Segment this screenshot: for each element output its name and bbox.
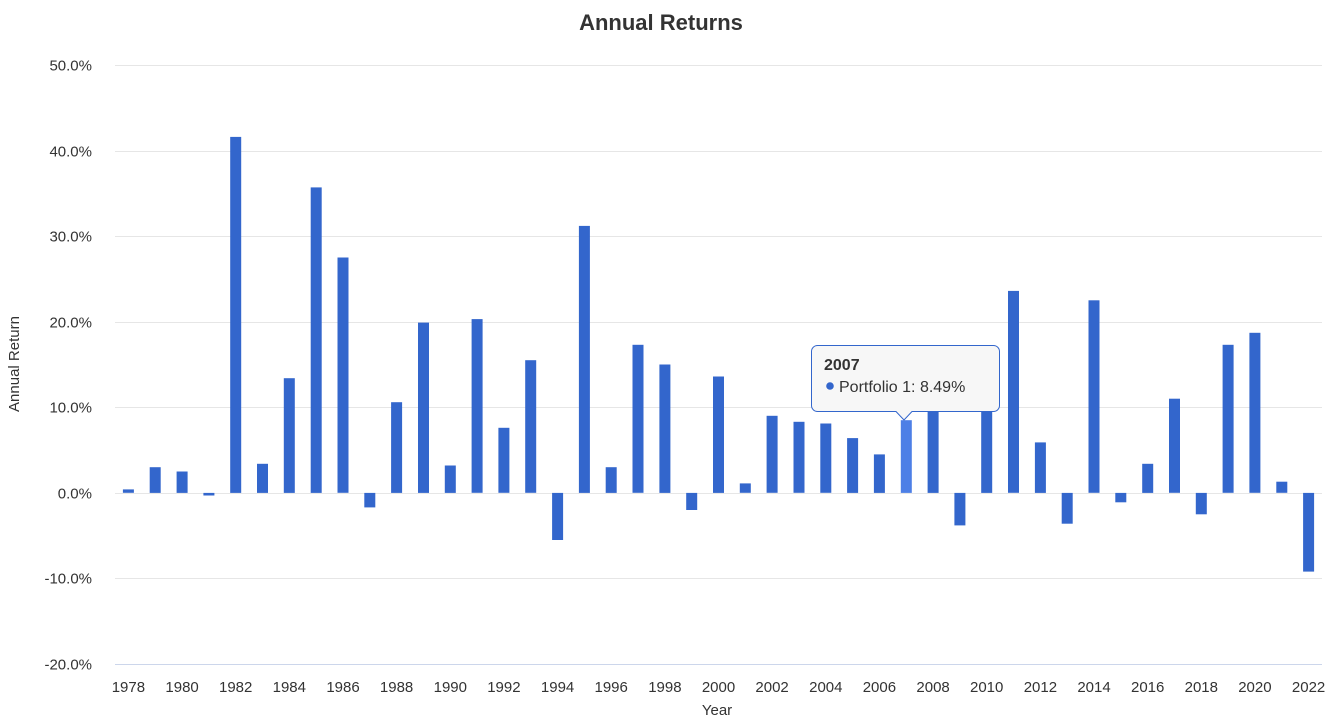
x-tick-label: 1998 [648,679,681,696]
bars [122,136,1315,572]
y-tick-label: 30.0% [49,229,92,246]
bar-1990[interactable] [444,465,456,493]
x-tick-label: 2014 [1077,679,1110,696]
bar-2013[interactable] [1061,492,1073,524]
bar-2005[interactable] [847,438,859,493]
y-axis-ticks: -20.0% -10.0% 0.0% 10.0% 20.0% 30.0% 40.0% 50.0… [44,58,92,674]
tooltip: 2007 Portfolio 1: 8.49% [811,345,1000,421]
bar-2007[interactable] [900,420,912,493]
bar-2011[interactable] [1008,290,1019,493]
bar-2001[interactable] [739,483,751,493]
bar-2020[interactable] [1249,332,1261,493]
tooltip-separator: : [911,379,920,396]
y-tick-label: -10.0% [44,571,92,588]
bar-2015[interactable] [1115,492,1127,503]
bar-2021[interactable] [1276,481,1288,493]
bar-1985[interactable] [310,187,322,493]
bar-1982[interactable] [230,136,242,493]
bar-1980[interactable] [176,471,188,493]
bar-1983[interactable] [257,463,268,493]
bar-1992[interactable] [498,427,510,493]
bar-1988[interactable] [391,402,403,493]
tooltip-series-name: Portfolio 1 [839,379,911,396]
bar-2000[interactable] [713,376,724,493]
tooltip-value-label: 8.49% [920,379,965,396]
bar-1989[interactable] [418,322,429,493]
x-tick-label: 2022 [1292,679,1325,696]
bar-2008[interactable] [927,403,939,493]
bar-1979[interactable] [149,467,161,493]
tooltip-value: Portfolio 1: 8.49% [839,379,965,396]
bar-2019[interactable] [1222,344,1234,493]
tooltip-series-dot [826,382,834,390]
x-tick-label: 2010 [970,679,1003,696]
x-tick-label: 1982 [219,679,252,696]
x-tick-label: 2004 [809,679,842,696]
bar-1984[interactable] [283,378,295,493]
gridlines [115,65,1322,579]
bar-2022[interactable] [1303,492,1315,572]
tooltip-box [811,345,1000,421]
bar-2009[interactable] [954,492,966,526]
bar-1986[interactable] [337,257,349,493]
y-tick-label: 40.0% [49,144,92,161]
bar-1993[interactable] [525,360,537,493]
bar-1987[interactable] [364,492,376,508]
bar-2012[interactable] [1034,442,1046,493]
bar-2017[interactable] [1169,398,1180,493]
bar-2016[interactable] [1142,463,1154,493]
x-tick-label: 1992 [487,679,520,696]
x-tick-label: 1988 [380,679,413,696]
x-tick-label: 1990 [434,679,467,696]
bar-1997[interactable] [632,344,644,493]
bar-2003[interactable] [793,421,805,493]
bar-1999[interactable] [686,492,698,510]
bar-2014[interactable] [1088,300,1100,493]
x-tick-label: 1996 [595,679,628,696]
y-tick-label: 50.0% [49,58,92,75]
x-tick-label: 2002 [755,679,788,696]
x-axis-ticks: 1978 1980 1982 1984 1986 1988 1990 1992 1994 1996… [112,679,1326,696]
x-tick-label: 2008 [916,679,949,696]
x-tick-label: 1980 [165,679,198,696]
bar-2006[interactable] [873,454,885,493]
bar-2004[interactable] [820,423,832,493]
x-tick-label: 1978 [112,679,145,696]
bar-1995[interactable] [578,225,590,493]
y-tick-label: 20.0% [49,315,92,332]
tooltip-year: 2007 [824,357,860,374]
bar-2002[interactable] [766,415,778,493]
x-tick-label: 2020 [1238,679,1271,696]
y-tick-label: 0.0% [58,486,92,503]
x-tick-label: 2006 [863,679,896,696]
x-tick-label: 1984 [273,679,306,696]
bar-2018[interactable] [1195,492,1207,515]
chart-title: Annual Returns [579,10,743,35]
bar-1994[interactable] [552,492,564,540]
y-tick-label: -20.0% [44,657,92,674]
bar-1978[interactable] [122,489,134,493]
y-axis-title: Annual Return [6,316,23,412]
bar-1996[interactable] [605,467,617,493]
x-tick-label: 2018 [1185,679,1218,696]
x-tick-label: 2012 [1024,679,1057,696]
x-tick-label: 2016 [1131,679,1164,696]
x-tick-label: 1994 [541,679,574,696]
bar-1998[interactable] [659,364,671,493]
x-axis-title: Year [702,702,732,719]
bar-1981[interactable] [203,492,215,496]
bar-2010[interactable] [981,403,993,493]
x-tick-label: 2000 [702,679,735,696]
y-tick-label: 10.0% [49,400,92,417]
x-tick-label: 1986 [326,679,359,696]
bar-1991[interactable] [471,319,483,493]
